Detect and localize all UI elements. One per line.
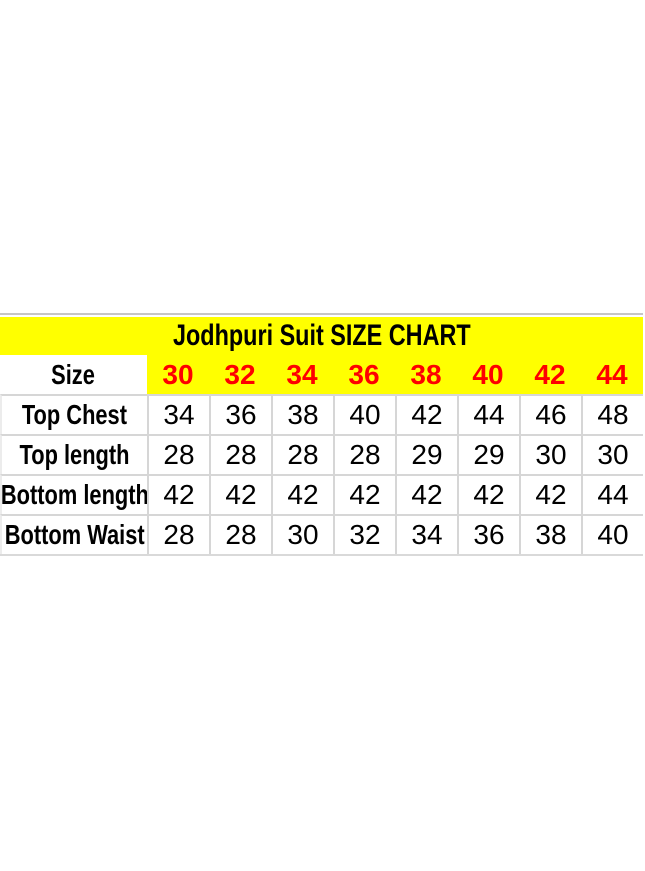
table-row-bottom-waist: Bottom Waist 28 28 30 32 34 36 38 40 [0, 514, 643, 554]
cell: 40 [581, 514, 643, 554]
cell: 32 [333, 514, 395, 554]
header-size-col-1: 32 [209, 355, 271, 394]
cell: 42 [395, 474, 457, 514]
cell: 30 [581, 434, 643, 474]
cell: 38 [519, 514, 581, 554]
header-size-col-6: 42 [519, 355, 581, 394]
cell: 34 [147, 394, 209, 434]
cell: 42 [333, 474, 395, 514]
row-label: Top length [19, 439, 130, 470]
row-label: Bottom Waist [4, 519, 145, 550]
cell: 28 [147, 514, 209, 554]
cell: 44 [457, 394, 519, 434]
cell: 29 [395, 434, 457, 474]
cell: 28 [209, 434, 271, 474]
cell: 30 [271, 514, 333, 554]
cell: 42 [209, 474, 271, 514]
header-size-col-5: 40 [457, 355, 519, 394]
chart-title: Jodhpuri Suit SIZE CHART [172, 319, 471, 352]
row-label: Top Chest [21, 399, 128, 430]
chart-title-banner: Jodhpuri Suit SIZE CHART [0, 317, 643, 355]
cell: 28 [147, 434, 209, 474]
cell: 30 [519, 434, 581, 474]
cell: 42 [395, 394, 457, 434]
header-size-label: Size [51, 358, 96, 390]
cell: 36 [209, 394, 271, 434]
row-label-cell: Bottom Waist [0, 514, 147, 554]
cell: 29 [457, 434, 519, 474]
header-size-col-2: 34 [271, 355, 333, 394]
table-row-top-length: Top length 28 28 28 28 29 29 30 30 [0, 434, 643, 474]
header-size-col-3: 36 [333, 355, 395, 394]
cell: 38 [271, 394, 333, 434]
table-row-top-chest: Top Chest 34 36 38 40 42 44 46 48 [0, 394, 643, 434]
row-label-cell: Top Chest [0, 394, 147, 434]
header-size-col-7: 44 [581, 355, 643, 394]
cell: 34 [395, 514, 457, 554]
row-label: Bottom length [0, 479, 147, 510]
cell: 42 [147, 474, 209, 514]
size-chart-table: Jodhpuri Suit SIZE CHART Size 30 32 34 3… [0, 313, 643, 556]
cell: 36 [457, 514, 519, 554]
header-size-label-cell: Size [0, 355, 147, 394]
cell: 28 [209, 514, 271, 554]
header-size-col-0: 30 [147, 355, 209, 394]
cell: 48 [581, 394, 643, 434]
cell: 42 [271, 474, 333, 514]
cell: 44 [581, 474, 643, 514]
row-label-cell: Bottom length [0, 474, 147, 514]
cell: 28 [333, 434, 395, 474]
cell: 28 [271, 434, 333, 474]
header-size-col-4: 38 [395, 355, 457, 394]
cell: 40 [333, 394, 395, 434]
header-row: Size 30 32 34 36 38 40 42 44 [0, 355, 643, 394]
table-row-bottom-length: Bottom length 42 42 42 42 42 42 42 44 [0, 474, 643, 514]
cell: 42 [519, 474, 581, 514]
row-label-cell: Top length [0, 434, 147, 474]
cell: 42 [457, 474, 519, 514]
cell: 46 [519, 394, 581, 434]
